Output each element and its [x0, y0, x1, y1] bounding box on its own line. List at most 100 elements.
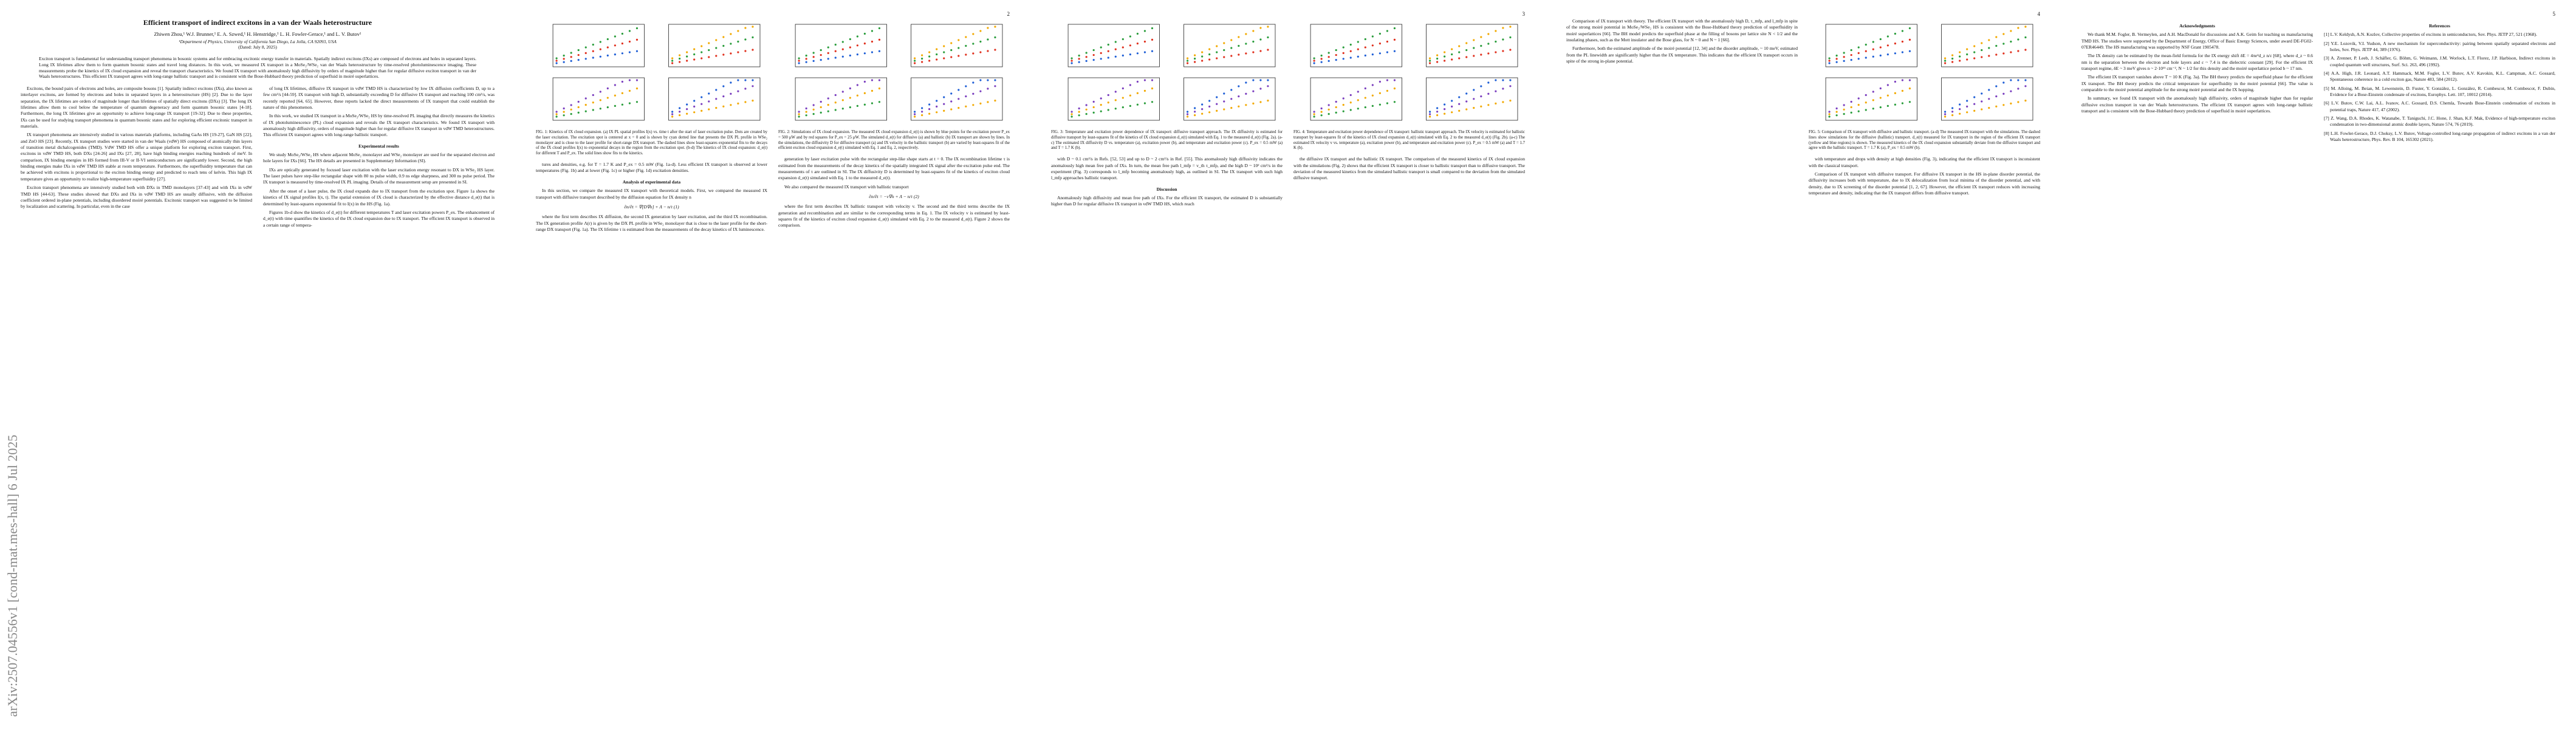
plot-dot	[708, 100, 710, 103]
paragraph: In this section, we compare the measured…	[536, 188, 767, 200]
panel-frame	[1184, 77, 1276, 121]
figure: FIG. 3: Temperature and excitation power…	[1051, 21, 1283, 151]
columns: Excitons, the bound pairs of electrons a…	[21, 86, 495, 231]
plot-dot	[979, 102, 982, 104]
plot-dot	[878, 38, 881, 41]
plot-dot	[849, 38, 851, 41]
plot-dot	[628, 30, 631, 32]
plot-dot	[1908, 50, 1911, 52]
panel-frame	[1310, 24, 1402, 67]
plot-dot	[1995, 85, 1998, 87]
plot-dot	[1327, 52, 1330, 54]
plot-dot	[1114, 108, 1117, 110]
panel-frame	[668, 77, 761, 121]
plot-dot	[686, 60, 688, 62]
plot-dot	[849, 87, 851, 90]
plot-dot	[1451, 48, 1453, 50]
plot-dot	[679, 61, 681, 63]
plot-dot	[805, 61, 807, 63]
plot-dot	[1136, 80, 1139, 83]
plot-dot	[1872, 41, 1874, 43]
plot-dot	[1981, 100, 1983, 103]
plot-dot	[1129, 44, 1131, 47]
plot-dot	[708, 56, 710, 58]
plot-dot	[805, 54, 807, 57]
plot-dot	[1201, 60, 1204, 62]
plot-dot	[1259, 50, 1262, 52]
plot-dot	[1966, 58, 1968, 61]
plot-dot	[1114, 99, 1117, 101]
plot-dot	[2024, 36, 2027, 39]
plot-dot	[744, 79, 747, 81]
plot-dot	[1151, 38, 1154, 41]
plot-dot	[1843, 113, 1845, 115]
plot-dot	[693, 100, 696, 102]
plot-dot	[737, 79, 739, 81]
figure: FIG. 4: Temperature and excitation power…	[1293, 21, 1525, 151]
plot-dot	[841, 91, 844, 93]
plot-dot	[570, 56, 572, 58]
plot-dot	[1238, 105, 1240, 108]
plot-dot	[1364, 97, 1366, 99]
paragraph: The IX density can be estimated by the m…	[2081, 53, 2313, 72]
plot-dot	[1865, 109, 1867, 111]
plot-dot	[1981, 42, 1983, 44]
plot-dot	[1129, 104, 1131, 107]
plot-dot	[1252, 79, 1255, 81]
plot-dot	[928, 51, 931, 53]
column: FIG. 4: Temperature and excitation power…	[1293, 18, 1525, 210]
plot-dot	[577, 59, 580, 61]
plot-dot	[1208, 111, 1211, 114]
plot-dot	[2024, 49, 2027, 51]
plot-dot	[878, 101, 881, 103]
plot-dot	[592, 43, 594, 46]
plot-dot	[834, 50, 837, 52]
plot-dot	[606, 87, 609, 90]
plot-dot	[606, 97, 609, 99]
plot-dot	[1857, 104, 1860, 106]
plot-dot	[1959, 103, 1961, 106]
plot-dot	[1828, 111, 1831, 113]
plot-dot	[987, 50, 989, 52]
plot-dot	[1835, 114, 1838, 117]
paragraph: After the onset of a laser pulse, the IX…	[263, 188, 495, 207]
plot-dot	[1100, 46, 1102, 49]
panel-frame	[1941, 24, 2033, 67]
plot-dot	[1458, 57, 1461, 60]
plot-dot	[878, 50, 881, 52]
plot-dot	[1865, 43, 1867, 46]
plot-dot	[1988, 98, 1990, 100]
plot-dot	[928, 108, 931, 111]
column: Excitons, the bound pairs of electrons a…	[21, 86, 252, 231]
plot-dot	[693, 111, 696, 114]
section-heading: Discussion	[1156, 186, 1177, 192]
plot-dot	[1245, 92, 1247, 95]
plot-dot	[1092, 111, 1095, 114]
plot-dot	[1428, 115, 1431, 118]
plot-dot	[1879, 46, 1882, 49]
paragraph: IXs are optically generated by focused l…	[263, 166, 495, 185]
plot-dot	[1129, 84, 1131, 86]
plot-dot	[1335, 111, 1337, 114]
plot-dot	[1186, 57, 1189, 60]
plot-dot	[1349, 56, 1352, 59]
plot-dot	[965, 44, 967, 47]
paragraph: We thank M.M. Fogler, B. Vermeylen, and …	[2081, 32, 2313, 50]
plot-dot	[921, 114, 923, 117]
plot-dot	[798, 115, 800, 118]
plot-dot	[701, 45, 703, 47]
plot-dot	[1865, 50, 1867, 52]
plot-dot	[2024, 100, 2027, 102]
plot-dot	[1509, 79, 1512, 81]
plot-dot	[957, 47, 960, 49]
plot-dot	[1238, 53, 1240, 56]
paragraph: where the first term describes IX ballis…	[778, 204, 1010, 228]
plot-dot	[1223, 56, 1225, 58]
section-heading: Experimental results	[358, 143, 399, 149]
plot-dot	[1850, 59, 1852, 61]
plot-dot	[950, 100, 953, 103]
plot-dot	[878, 27, 881, 30]
plot-dot	[671, 111, 674, 113]
paragraph: In summary, we found IX transport with t…	[2081, 95, 2313, 114]
